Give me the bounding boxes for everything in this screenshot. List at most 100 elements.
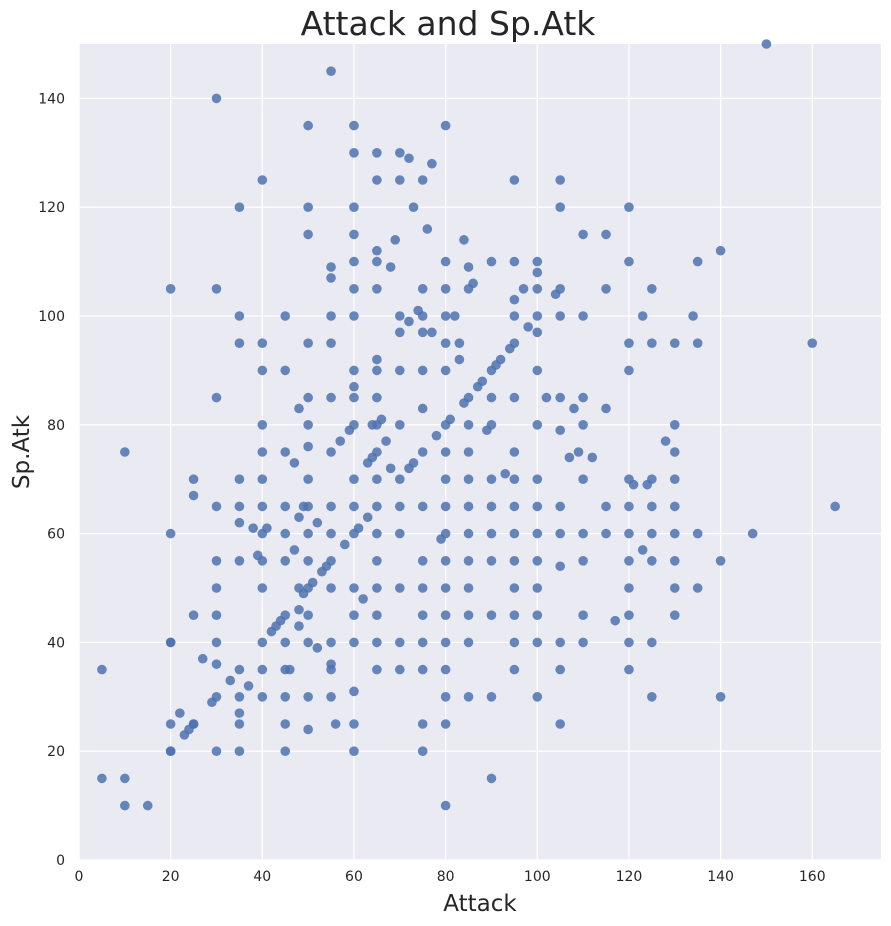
data-point — [463, 610, 474, 620]
data-point — [509, 501, 520, 512]
data-point — [97, 664, 107, 675]
data-point — [495, 354, 506, 365]
data-point — [417, 365, 428, 376]
data-point — [257, 583, 268, 593]
data-point — [440, 284, 451, 294]
data-point — [417, 447, 428, 457]
data-point — [715, 556, 726, 566]
data-point — [440, 501, 451, 512]
data-point — [647, 528, 657, 539]
data-point — [417, 311, 428, 321]
data-point — [188, 474, 199, 485]
data-point — [486, 392, 497, 403]
data-point — [312, 517, 323, 528]
data-point — [395, 327, 405, 338]
data-point — [349, 311, 359, 321]
data-point — [610, 615, 620, 626]
data-point — [555, 425, 565, 436]
data-point — [417, 501, 428, 512]
data-point — [349, 686, 359, 697]
data-point — [669, 338, 680, 349]
data-point — [417, 719, 428, 729]
data-point — [486, 773, 497, 784]
data-point — [303, 392, 313, 403]
data-point — [417, 284, 428, 294]
data-point — [165, 637, 176, 648]
data-point — [358, 594, 368, 604]
data-point — [555, 719, 565, 729]
data-point — [234, 311, 245, 321]
data-point — [211, 610, 222, 620]
data-point — [280, 719, 291, 729]
data-point — [326, 447, 336, 457]
data-point — [624, 365, 634, 376]
data-point — [243, 681, 254, 691]
data-point — [468, 278, 478, 289]
data-point — [349, 719, 359, 729]
data-point — [257, 692, 268, 702]
data-point — [463, 262, 474, 272]
data-point — [509, 294, 520, 305]
y-tick-label: 0 — [56, 853, 65, 869]
data-point — [372, 556, 382, 566]
data-point — [372, 256, 382, 267]
data-point — [440, 719, 451, 729]
data-point — [555, 501, 565, 512]
data-point — [486, 556, 497, 566]
data-point — [372, 284, 382, 294]
data-point — [165, 528, 176, 539]
x-tick-label: 40 — [253, 869, 271, 885]
data-point — [376, 414, 387, 425]
data-point — [349, 420, 359, 430]
data-point — [326, 583, 336, 593]
data-point — [647, 284, 657, 294]
data-point — [669, 556, 680, 566]
data-point — [647, 474, 657, 485]
data-point — [303, 420, 313, 430]
data-point — [211, 556, 222, 566]
data-point — [372, 583, 382, 593]
data-point — [385, 463, 396, 474]
data-point — [326, 338, 336, 349]
data-point — [303, 528, 313, 539]
data-point — [395, 365, 405, 376]
data-point — [326, 501, 336, 512]
data-point — [555, 284, 565, 294]
data-point — [509, 556, 520, 566]
data-point — [463, 583, 474, 593]
data-point — [669, 447, 680, 457]
data-point — [326, 392, 336, 403]
data-point — [372, 528, 382, 539]
data-point — [211, 501, 222, 512]
data-point — [330, 719, 341, 729]
data-point — [532, 474, 543, 485]
data-point — [532, 637, 543, 648]
data-point — [280, 311, 291, 321]
data-point — [165, 284, 176, 294]
data-point — [477, 376, 488, 387]
data-point — [601, 528, 611, 539]
data-point — [449, 311, 460, 321]
data-point — [692, 256, 703, 267]
data-point — [564, 452, 575, 463]
data-point — [509, 447, 520, 457]
data-point — [509, 664, 520, 675]
data-point — [372, 474, 382, 485]
data-point — [500, 468, 511, 479]
data-point — [349, 610, 359, 620]
y-tick-label: 40 — [47, 635, 65, 651]
data-point — [257, 420, 268, 430]
data-point — [417, 610, 428, 620]
data-point — [624, 338, 634, 349]
data-point — [349, 392, 359, 403]
data-point — [289, 458, 300, 468]
points-layer — [97, 39, 840, 811]
data-point — [257, 175, 268, 185]
data-point — [628, 479, 639, 490]
data-point — [303, 202, 313, 212]
data-point — [532, 284, 543, 294]
data-point — [509, 474, 520, 485]
data-point — [326, 664, 336, 675]
data-point — [417, 746, 428, 756]
